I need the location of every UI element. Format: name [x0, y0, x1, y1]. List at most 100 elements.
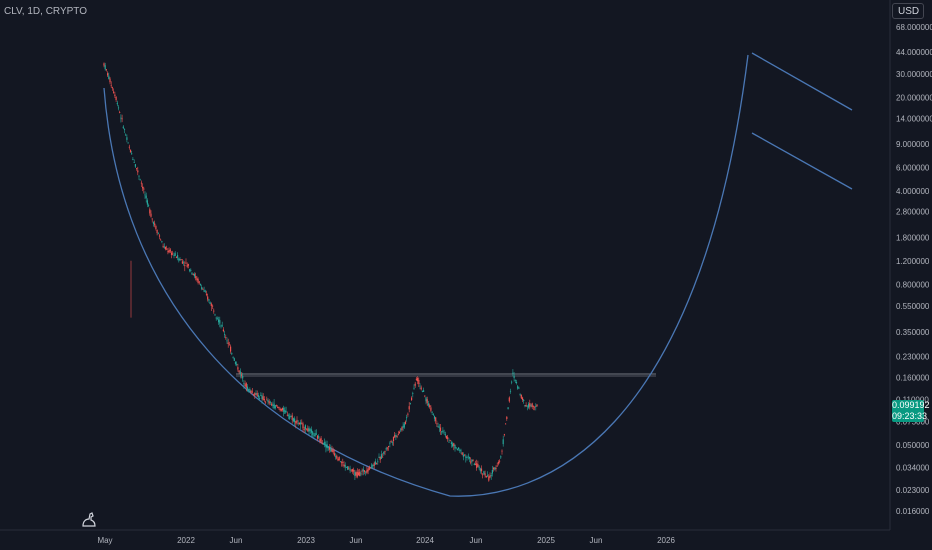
candle-body: [505, 423, 507, 425]
candle-body: [198, 281, 200, 283]
candle-body: [515, 382, 518, 384]
y-tick-label: 0.023000: [896, 486, 930, 495]
candle-body: [262, 396, 264, 401]
candle-body: [418, 380, 420, 384]
candle-body: [251, 391, 253, 393]
candle-body: [145, 195, 147, 199]
candle-body: [261, 395, 263, 399]
candle-body: [365, 471, 367, 473]
candle-body: [415, 378, 417, 380]
candle-body: [162, 245, 164, 247]
candle-body: [427, 403, 429, 406]
candle-body: [260, 395, 262, 397]
candle-body: [225, 337, 227, 338]
candle-body: [491, 470, 493, 474]
candle-body: [158, 235, 161, 237]
candle-body: [154, 223, 156, 226]
trend-line-lower: [751, 132, 853, 190]
candle-body: [477, 464, 479, 467]
candle-body: [267, 400, 269, 402]
candle-body: [310, 429, 313, 433]
candle-body: [201, 287, 203, 290]
candle-body: [341, 461, 343, 463]
candle-body: [137, 170, 139, 173]
candle-body: [450, 442, 452, 444]
candle-body: [274, 405, 276, 409]
candle-body: [383, 451, 385, 454]
candle-body: [336, 455, 338, 459]
y-tick-label: 14.000000: [896, 114, 932, 123]
candle-body: [187, 264, 189, 266]
candle-body: [242, 375, 244, 379]
y-tick-label: 44.000000: [896, 48, 932, 57]
candle-body: [396, 436, 398, 437]
candle-body: [442, 430, 444, 432]
candle-body: [330, 447, 332, 452]
candle-body: [471, 459, 473, 462]
candle-body: [113, 91, 115, 93]
candle-body: [449, 440, 451, 441]
candle-body: [333, 453, 335, 456]
candle-body: [248, 389, 250, 390]
candle-body: [268, 401, 270, 404]
candle-body: [528, 403, 530, 408]
candle-body: [146, 200, 148, 205]
candle-body: [115, 97, 117, 100]
candle-body: [236, 364, 238, 365]
candle-body: [503, 434, 505, 435]
candle-body: [444, 434, 446, 436]
candle-body: [231, 353, 233, 355]
candle-body: [454, 445, 456, 449]
candle-body: [423, 390, 425, 392]
candle-body: [496, 465, 498, 467]
candle-body: [512, 372, 514, 374]
candle-body: [356, 471, 358, 477]
y-tick-label: 0.034000: [896, 463, 930, 472]
candle-body: [170, 252, 173, 255]
candle-body: [314, 433, 316, 436]
candle-body: [259, 398, 261, 399]
candle-body: [304, 425, 306, 430]
candle-body: [222, 329, 224, 332]
candle-body: [363, 470, 366, 472]
candle-body: [520, 394, 522, 399]
candle-body: [209, 302, 211, 305]
candle-body: [164, 246, 167, 250]
candle-body: [461, 452, 463, 455]
candle-body: [250, 390, 252, 393]
candle-body: [367, 468, 369, 472]
candle-body: [143, 188, 145, 190]
currency-button[interactable]: USD: [892, 3, 924, 19]
candle-body: [215, 317, 217, 319]
y-tick-label: 0.075000: [896, 418, 930, 427]
candle-body: [321, 443, 323, 445]
candle-body: [349, 468, 351, 471]
candle-body: [426, 399, 428, 404]
candle-body: [409, 403, 411, 405]
candle-body: [332, 450, 334, 453]
candle-body: [161, 241, 163, 242]
candle-body: [279, 408, 281, 411]
candle-body: [128, 146, 130, 148]
candle-body: [335, 456, 337, 458]
candle-body: [452, 443, 454, 447]
candle-body: [213, 310, 215, 312]
candle-body: [483, 471, 485, 475]
y-tick-label: 0.230000: [896, 353, 930, 362]
candle-body: [379, 456, 381, 460]
candle-body: [239, 371, 241, 375]
y-tick-label: 0.550000: [896, 302, 930, 311]
x-tick-label: Jun: [470, 536, 483, 545]
candle-body: [308, 427, 310, 432]
candle-body: [180, 259, 182, 261]
candle-body: [212, 305, 214, 307]
candle-body: [495, 468, 497, 469]
candle-body: [246, 386, 249, 390]
candle-body: [438, 426, 440, 428]
candle-body: [285, 411, 287, 412]
symbol-title: CLV, 1D, CRYPTO: [4, 6, 87, 17]
candle-body: [196, 277, 198, 281]
candle-body: [169, 249, 171, 252]
candle-body: [103, 63, 105, 66]
